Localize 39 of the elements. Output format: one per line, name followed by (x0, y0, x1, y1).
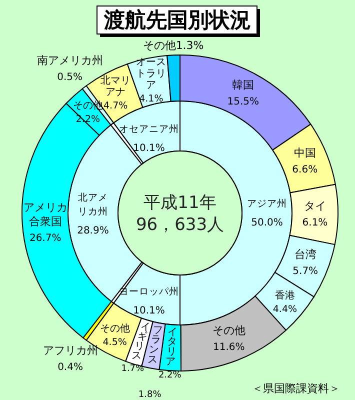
data-label: 4.1% (139, 94, 164, 105)
slice-label: 香港 (274, 289, 295, 302)
text: 96，633人 (136, 215, 224, 235)
slice-label: 南アメリカ州 (36, 54, 103, 68)
chart-title: 渡航先国別状況 (103, 8, 251, 32)
slice-label: アフリカ州 (42, 344, 98, 358)
data-label: 50.0% (251, 218, 283, 228)
data-label: 11.6% (213, 342, 245, 353)
text: 平成11年 (144, 193, 216, 213)
slice-label: タイ (304, 199, 326, 212)
data-label: 1.8% (138, 390, 162, 400)
slice-label: 韓国 (232, 78, 254, 92)
data-label: 6.6% (292, 164, 318, 176)
slice-label: その他 (212, 324, 246, 337)
slice-label: 北アメリカ州 (78, 191, 108, 218)
data-label: 5.7% (292, 266, 318, 278)
slice-label: 中国 (294, 146, 316, 160)
text: ＜県国際課資料＞ (252, 382, 340, 395)
slice-label: イタリア (166, 326, 178, 368)
data-label: 26.7% (29, 233, 62, 244)
data-label: 15.5% (227, 96, 260, 108)
data-label: 10.1% (133, 142, 165, 154)
data-label: 4.4% (272, 304, 298, 315)
slice-label: アジア州 (247, 198, 287, 210)
data-label: 2.2% (158, 370, 182, 381)
data-label: 4.5% (102, 337, 127, 348)
data-label: 6.1% (302, 217, 328, 228)
data-label: 4.7% (104, 100, 128, 112)
data-label: 10.1% (133, 306, 165, 317)
data-label: 0.4% (58, 362, 83, 374)
slice-label: アメリカ合衆国 (23, 201, 68, 228)
slice-label: 台湾 (294, 248, 316, 262)
slice-label: 北マリアナ (100, 74, 131, 98)
data-label: 1.7% (121, 364, 145, 374)
data-label: 28.9% (77, 225, 109, 236)
data-label: 0.5% (57, 72, 83, 84)
category-label: その他1.3% (142, 39, 204, 52)
slice-label: オセアニア州 (119, 122, 179, 135)
slice-label: その他 (100, 322, 130, 335)
